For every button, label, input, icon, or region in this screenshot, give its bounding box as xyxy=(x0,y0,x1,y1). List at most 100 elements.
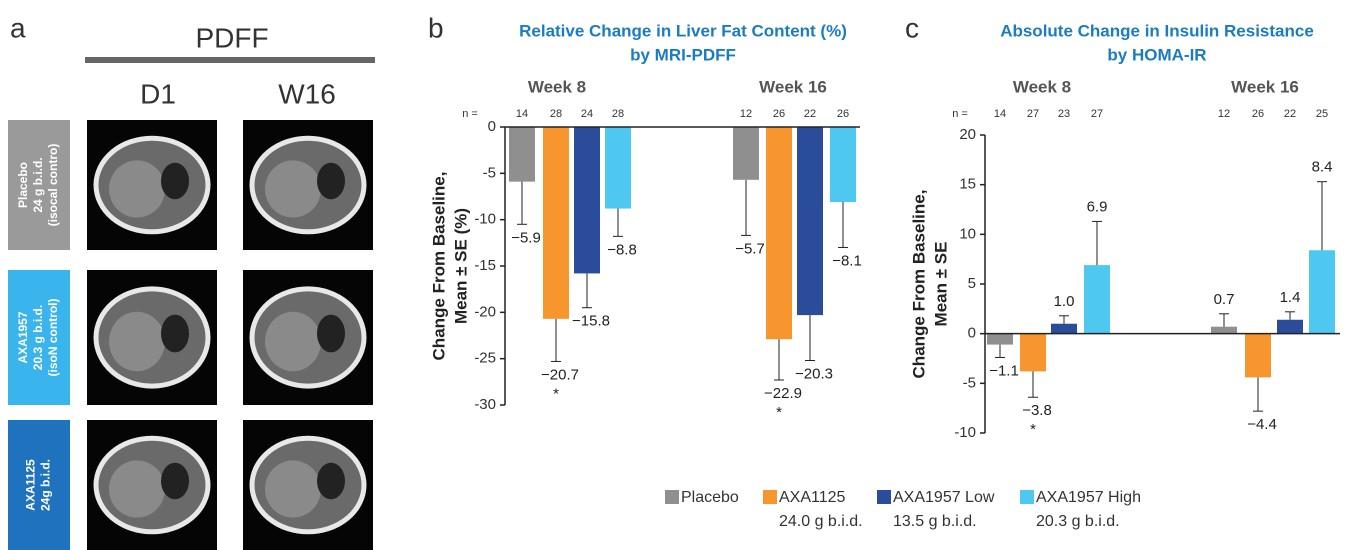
figure: a PDFF D1 W16 Placebo24 g b.i.d.(isocal … xyxy=(0,0,1347,550)
value-label: −3.8 xyxy=(1022,402,1052,419)
n-value: 23 xyxy=(1058,108,1070,120)
mri-organ xyxy=(317,315,345,353)
y-tick-label: -20 xyxy=(474,303,496,320)
y-tick-label: 0 xyxy=(968,325,976,342)
mri-organ xyxy=(109,312,165,371)
value-label: 6.9 xyxy=(1087,198,1108,215)
n-value: 26 xyxy=(773,108,785,120)
bar xyxy=(1084,265,1110,334)
value-label: −5.9 xyxy=(511,229,541,246)
n-value: 14 xyxy=(516,108,528,120)
bar xyxy=(733,127,759,180)
legend-swatch xyxy=(763,490,777,504)
value-label: 1.4 xyxy=(1280,289,1301,306)
bar xyxy=(543,127,569,319)
panel-header: PDFF xyxy=(195,22,268,53)
y-tick-label: -5 xyxy=(963,374,976,391)
y-tick-label: 10 xyxy=(959,225,976,242)
chart-title: Absolute Change in Insulin Resistance xyxy=(1000,21,1314,40)
bar xyxy=(1245,334,1271,378)
n-label: n = xyxy=(952,108,968,120)
column-label: W16 xyxy=(278,78,336,109)
bar xyxy=(1211,327,1237,334)
n-value: 24 xyxy=(581,108,593,120)
legend-swatch xyxy=(665,490,679,504)
bar xyxy=(1051,324,1077,334)
n-value: 22 xyxy=(1284,108,1296,120)
mri-organ xyxy=(317,163,345,199)
legend-label: AXA1957 Low xyxy=(893,489,995,506)
n-value: 26 xyxy=(837,108,849,120)
n-value: 12 xyxy=(1218,108,1230,120)
bar xyxy=(987,334,1013,345)
y-tick-label: 15 xyxy=(959,176,976,193)
group-label: Week 16 xyxy=(759,77,827,96)
row-label: (isoN control) xyxy=(46,299,60,377)
value-label: −22.9 xyxy=(764,385,802,402)
legend-dose: 13.5 g b.i.d. xyxy=(893,513,977,530)
group-label: Week 8 xyxy=(528,77,586,96)
legend-dose: 20.3 g b.i.d. xyxy=(1036,513,1120,530)
value-label: −8.1 xyxy=(832,252,862,269)
row-label: 20.3 g b.i.d. xyxy=(31,305,45,370)
value-label: −5.7 xyxy=(735,240,765,257)
group-label: Week 8 xyxy=(1013,77,1071,96)
significance-marker: * xyxy=(776,404,782,421)
value-label: −1.1 xyxy=(989,362,1019,379)
panel-label: b xyxy=(428,12,444,43)
y-axis-label: Mean ± SE (%) xyxy=(451,208,470,324)
y-tick-label: -25 xyxy=(474,350,496,367)
mri-organ xyxy=(109,160,165,217)
chart-title: by MRI-PDFF xyxy=(630,45,736,64)
value-label: 1.0 xyxy=(1054,293,1075,310)
y-axis-label: Change From Baseline, xyxy=(429,172,448,361)
bar xyxy=(1309,250,1335,333)
row-label: AXA1957 xyxy=(16,311,30,363)
legend-label: AXA1957 High xyxy=(1036,489,1141,506)
mri-organ xyxy=(265,460,321,517)
y-tick-label: -5 xyxy=(483,164,496,181)
bar xyxy=(574,127,600,273)
n-value: 22 xyxy=(804,108,816,120)
row-label: 24 g b.i.d. xyxy=(31,157,45,212)
row-label: 24g b.i.d. xyxy=(39,459,53,511)
significance-marker: * xyxy=(1030,421,1036,438)
n-value: 26 xyxy=(1252,108,1264,120)
bar xyxy=(1020,334,1046,372)
mri-organ xyxy=(317,463,345,499)
y-tick-label: -10 xyxy=(954,424,976,441)
y-tick-label: -10 xyxy=(474,211,496,228)
value-label: −8.8 xyxy=(607,241,637,258)
bar xyxy=(1277,320,1303,334)
value-label: 0.7 xyxy=(1214,291,1235,308)
chart-title: Relative Change in Liver Fat Content (%) xyxy=(519,21,847,40)
mri-organ xyxy=(161,163,189,199)
y-tick-label: 5 xyxy=(968,275,976,292)
legend-label: AXA1125 xyxy=(779,489,846,506)
mri-organ xyxy=(161,463,189,499)
row-label: AXA1125 xyxy=(24,459,38,511)
bar xyxy=(766,127,792,339)
mri-organ xyxy=(161,315,189,353)
bar xyxy=(605,127,631,209)
y-axis-label: Change From Baseline, xyxy=(909,190,928,379)
column-label: D1 xyxy=(140,78,176,109)
value-label: −15.8 xyxy=(572,313,610,330)
n-label: n = xyxy=(462,108,478,120)
row-label: Placebo xyxy=(16,162,30,208)
bar xyxy=(797,127,823,315)
value-label: −4.4 xyxy=(1247,416,1277,433)
mri-organ xyxy=(265,160,321,217)
n-value: 27 xyxy=(1091,108,1103,120)
legend-label: Placebo xyxy=(681,489,739,506)
n-value: 25 xyxy=(1316,108,1328,120)
n-value: 14 xyxy=(994,108,1006,120)
bar xyxy=(830,127,856,202)
value-label: −20.7 xyxy=(541,366,579,383)
n-value: 28 xyxy=(612,108,624,120)
legend-dose: 24.0 g b.i.d. xyxy=(779,513,863,530)
value-label: −20.3 xyxy=(795,365,833,382)
y-tick-label: -30 xyxy=(474,396,496,413)
panel-label: c xyxy=(905,12,919,43)
n-value: 28 xyxy=(550,108,562,120)
